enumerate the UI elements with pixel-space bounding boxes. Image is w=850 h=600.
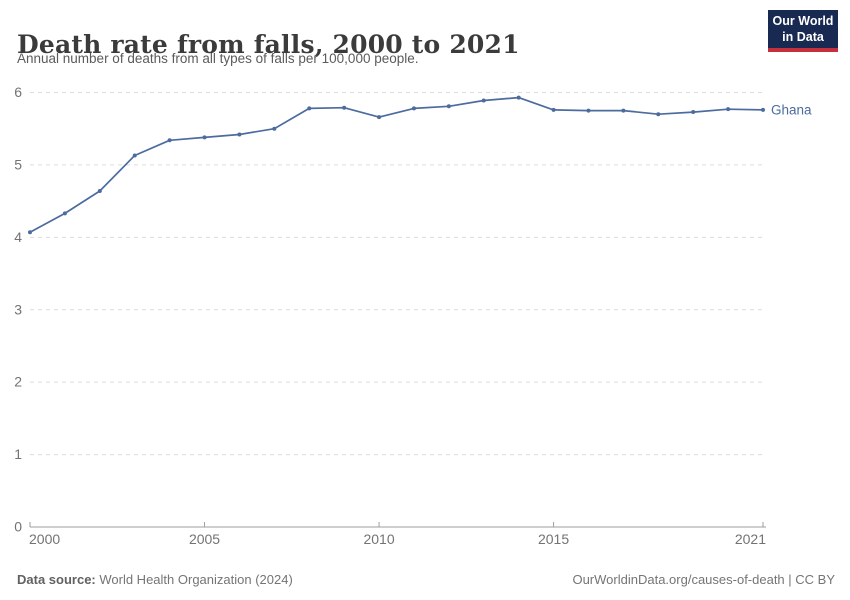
owid-logo[interactable]: Our World in Data [768,10,838,52]
series-line-ghana[interactable] [29,96,764,234]
data-point-2018[interactable] [656,112,661,117]
y-tick-label-2: 2 [14,374,22,390]
data-point-2014[interactable] [516,95,521,100]
data-point-2017[interactable] [621,108,626,113]
data-point-2000[interactable] [28,230,32,235]
data-point-2021[interactable] [761,107,765,112]
data-point-2005[interactable] [202,135,207,140]
data-point-2003[interactable] [132,153,137,158]
chart-title: Death rate from falls, 2000 to 2021 [17,29,520,59]
data-point-2001[interactable] [62,211,67,216]
owid-logo-line1: Our World [772,13,834,28]
data-point-2012[interactable] [446,104,451,109]
y-tick-label-6: 6 [14,84,22,100]
data-point-2011[interactable] [411,106,416,111]
data-point-2020[interactable] [726,107,731,112]
data-point-2002[interactable] [97,188,102,193]
data-source-label: Data source: [17,572,96,587]
data-point-2010[interactable] [377,115,382,120]
owid-logo-line2: in Data [782,30,824,44]
data-point-2016[interactable] [586,108,591,113]
data-point-2004[interactable] [167,138,172,143]
y-tick-label-0: 0 [14,519,22,535]
y-tick-label-5: 5 [14,156,22,172]
x-tick-label-2000: 2000 [29,531,60,547]
license-credit: OurWorldinData.org/causes-of-death | CC … [572,572,835,587]
x-tick-label-2010: 2010 [363,531,394,547]
data-point-2007[interactable] [272,126,277,131]
x-tick-label-2015: 2015 [538,531,569,547]
data-point-2013[interactable] [481,98,486,103]
chart-footer: Data source: World Health Organization (… [17,572,835,587]
data-source-note: Data source: World Health Organization (… [17,572,293,587]
y-tick-label-3: 3 [14,301,22,317]
y-tick-label-1: 1 [14,446,22,462]
chart-subtitle: Annual number of deaths from all types o… [17,51,419,66]
data-point-2006[interactable] [237,132,242,137]
data-point-2015[interactable] [551,107,556,112]
data-point-2019[interactable] [691,110,696,115]
data-point-2009[interactable] [342,105,347,110]
y-tick-label-4: 4 [14,229,22,245]
data-source-value: World Health Organization (2024) [95,572,293,587]
series-label-ghana[interactable]: Ghana [771,102,812,117]
data-point-2008[interactable] [307,106,312,111]
x-tick-label-2005: 2005 [189,531,220,547]
x-tick-label-2021: 2021 [735,531,766,547]
